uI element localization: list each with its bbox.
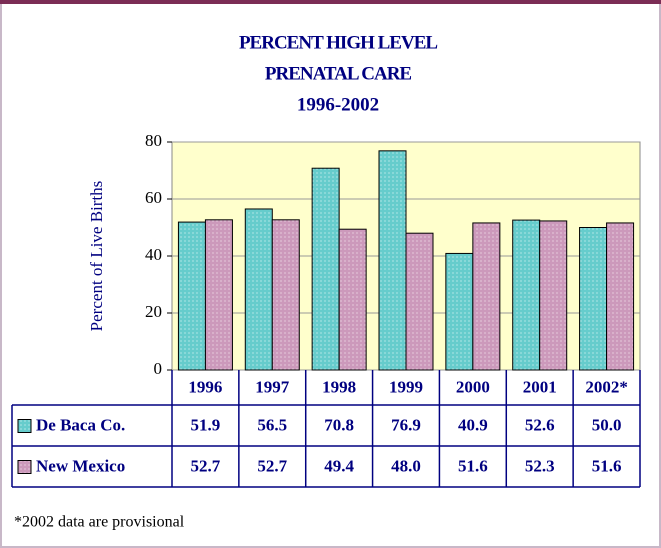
bar: [338, 228, 367, 371]
data-label: 51.6: [458, 456, 488, 475]
legend-swatch: [17, 460, 32, 474]
data-label: 70.8: [324, 415, 354, 434]
chart-title: PRENATAL CARE: [265, 63, 412, 84]
data-label: 76.9: [391, 415, 421, 434]
x-tick-label: 1996: [188, 377, 222, 396]
bar: [311, 167, 340, 371]
bar: [472, 222, 501, 371]
y-tick-label: 0: [154, 359, 163, 378]
legend-swatch: [17, 419, 32, 433]
bar: [445, 252, 474, 371]
data-label: 51.6: [592, 456, 622, 475]
y-tick-label: 40: [145, 245, 162, 264]
y-tick-label: 60: [145, 188, 162, 207]
data-label: 40.9: [458, 415, 488, 434]
data-label: 56.5: [257, 415, 287, 434]
y-tick-label: 80: [145, 131, 162, 150]
bar: [378, 150, 407, 371]
bar: [204, 219, 233, 371]
legend-label: De Baca Co.: [36, 415, 125, 434]
data-label: 52.3: [525, 456, 555, 475]
bar: [244, 208, 273, 371]
x-tick-label: 1999: [389, 377, 423, 396]
footnote: *2002 data are provisional: [14, 514, 185, 531]
x-tick-label: 2002*: [585, 377, 628, 396]
data-label: 52.7: [191, 456, 221, 475]
chart-title: PERCENT HIGH LEVEL: [239, 32, 437, 53]
x-tick-label: 2000: [456, 377, 490, 396]
data-label: 49.4: [324, 456, 354, 475]
data-label: 48.0: [391, 456, 421, 475]
bar: [539, 220, 568, 371]
data-label: 52.7: [257, 456, 287, 475]
bar: [271, 219, 300, 371]
legend-label: New Mexico: [36, 456, 125, 475]
x-tick-label: 1998: [322, 377, 356, 396]
bar: [177, 221, 206, 371]
bar: [606, 222, 635, 371]
bar: [512, 219, 541, 371]
top-bar: [0, 0, 661, 4]
chart-title: 1996-2002: [297, 94, 379, 115]
y-axis-label: Percent of Live Births: [87, 181, 106, 332]
bar: [579, 227, 608, 371]
x-tick-label: 1997: [255, 377, 290, 396]
data-label: 51.9: [191, 415, 221, 434]
data-label: 50.0: [592, 415, 622, 434]
y-tick-label: 20: [145, 302, 162, 321]
bar: [405, 232, 434, 371]
data-label: 52.6: [525, 415, 555, 434]
x-tick-label: 2001: [523, 377, 557, 396]
